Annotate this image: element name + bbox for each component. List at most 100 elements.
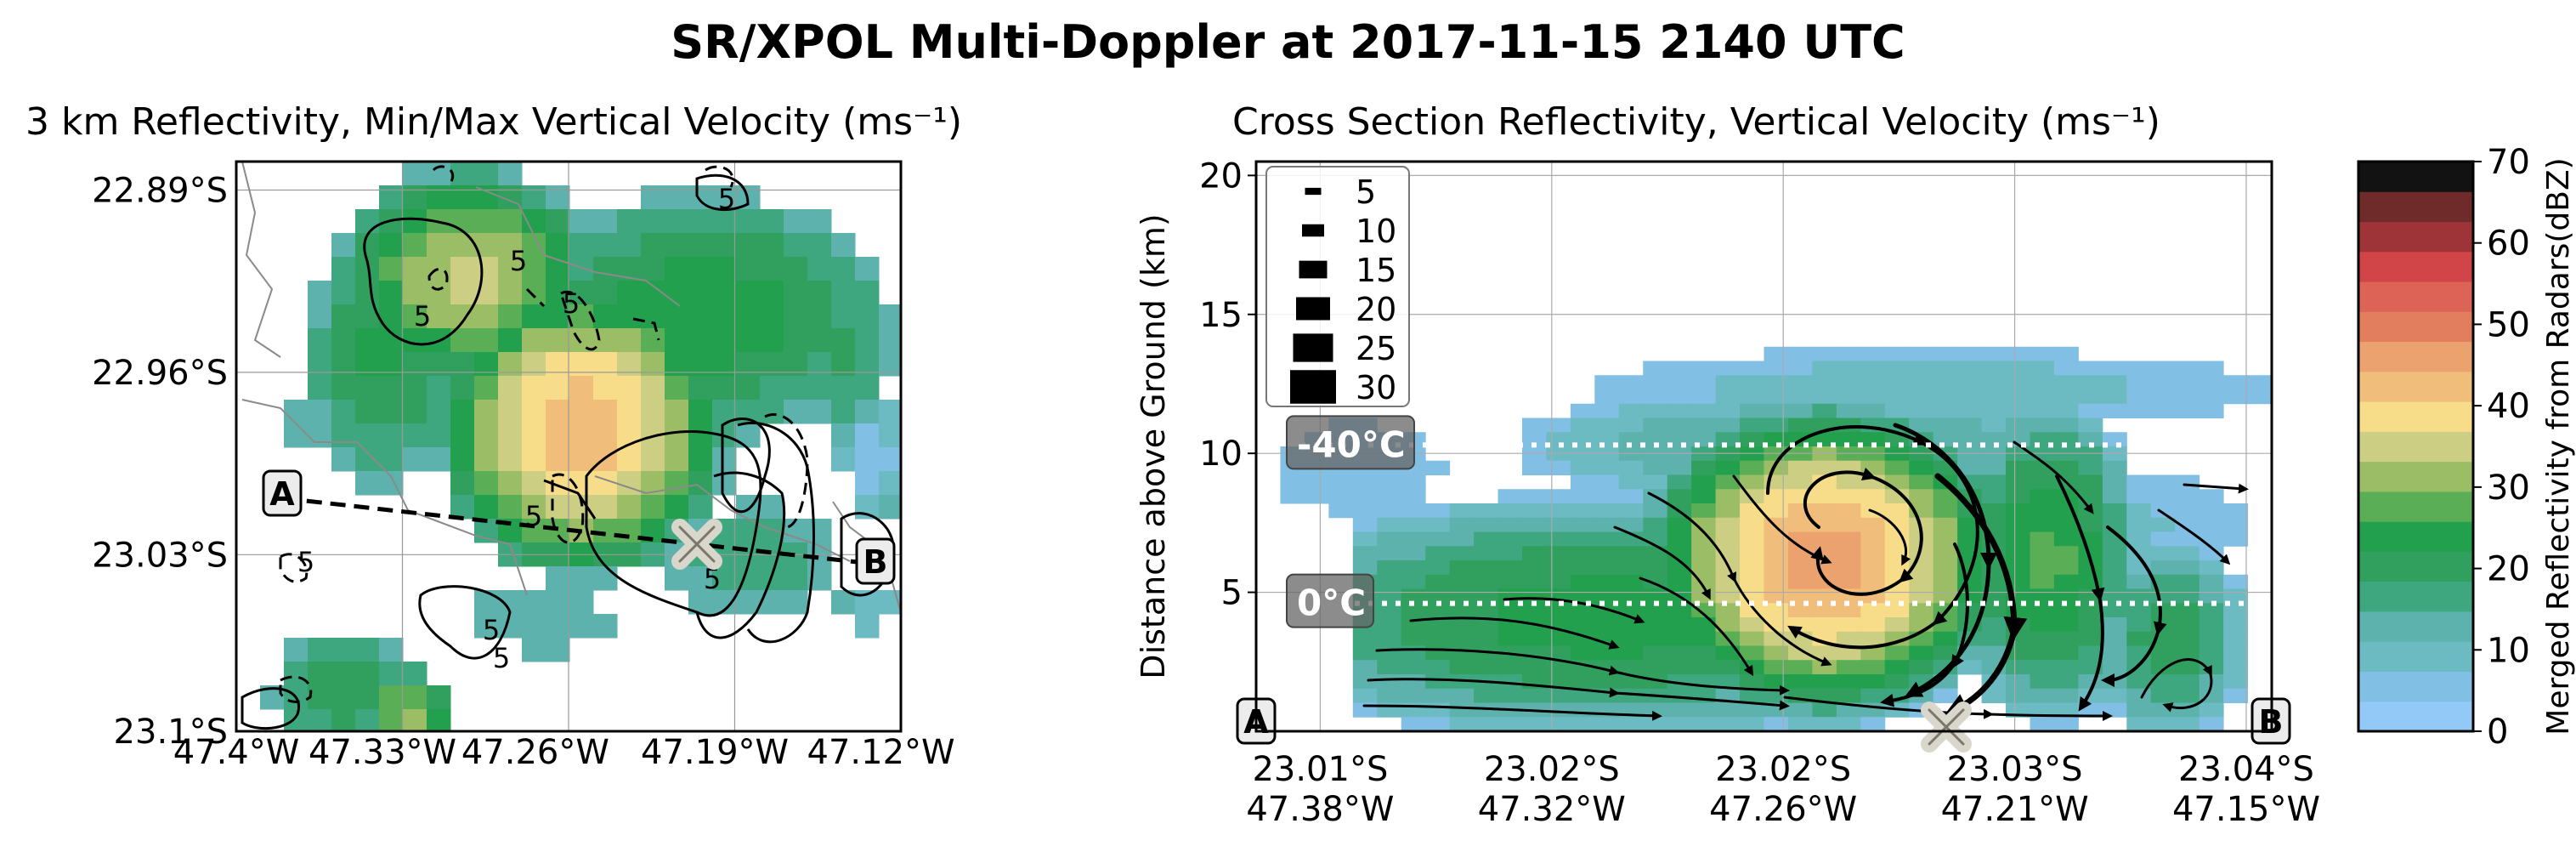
right-reflectivity-cell bbox=[1449, 617, 1475, 633]
right-reflectivity-cell bbox=[1497, 660, 1523, 675]
right-reflectivity-cell bbox=[1594, 574, 1620, 589]
right-reflectivity-cell bbox=[1570, 489, 1595, 504]
right-reflectivity-cell bbox=[1328, 474, 1354, 490]
left-reflectivity-cell bbox=[546, 400, 570, 424]
right-reflectivity-cell bbox=[2199, 645, 2224, 661]
right-reflectivity-cell bbox=[2126, 574, 2152, 589]
right-reflectivity-cell bbox=[1933, 403, 1958, 418]
right-reflectivity-cell bbox=[2078, 403, 2103, 418]
right-reflectivity-cell bbox=[1570, 546, 1595, 561]
right-reflectivity-cell bbox=[1618, 375, 1644, 390]
right-reflectivity-cell bbox=[1546, 674, 1571, 690]
right-reflectivity-cell bbox=[2175, 674, 2200, 690]
right-reflectivity-cell bbox=[1594, 531, 1620, 547]
colorbar-tick: 50 bbox=[2487, 305, 2530, 344]
right-reflectivity-cell bbox=[1521, 503, 1547, 519]
left-contour-label: 5 bbox=[704, 563, 721, 595]
left-reflectivity-cell bbox=[546, 328, 570, 353]
right-reflectivity-cell bbox=[1570, 674, 1595, 690]
right-reflectivity-cell bbox=[1764, 503, 1789, 519]
left-reflectivity-cell bbox=[331, 709, 356, 732]
left-reflectivity-cell bbox=[831, 233, 856, 258]
right-reflectivity-cell bbox=[1521, 432, 1547, 447]
left-reflectivity-cell bbox=[593, 400, 618, 424]
left-reflectivity-cell bbox=[403, 709, 427, 732]
left-reflectivity-cell bbox=[688, 566, 713, 591]
right-reflectivity-cell bbox=[1377, 517, 1402, 532]
left-reflectivity-cell bbox=[450, 209, 475, 234]
right-reflectivity-cell bbox=[1352, 546, 1378, 561]
right-reflectivity-cell bbox=[1401, 717, 1426, 732]
right-reflectivity-cell bbox=[1957, 403, 1983, 418]
left-reflectivity-cell bbox=[498, 400, 523, 424]
right-reflectivity-cell bbox=[1836, 574, 1861, 589]
right-reflectivity-cell bbox=[2126, 503, 2152, 519]
right-reflectivity-cell bbox=[1764, 531, 1789, 547]
right-reflectivity-cell bbox=[1570, 474, 1595, 490]
right-reflectivity-cell bbox=[1836, 645, 1861, 661]
right-reflectivity-cell bbox=[1304, 474, 1329, 490]
right-reflectivity-cell bbox=[1981, 631, 2007, 646]
right-reflectivity-cell bbox=[1860, 645, 1886, 661]
left-reflectivity-cell bbox=[569, 376, 594, 400]
right-reflectivity-cell bbox=[2006, 688, 2030, 703]
right-reflectivity-cell bbox=[2223, 631, 2249, 646]
streamline bbox=[1375, 648, 1790, 696]
left-reflectivity-cell bbox=[807, 257, 832, 281]
left-reflectivity-cell bbox=[665, 400, 689, 424]
left-reflectivity-cell bbox=[546, 209, 570, 234]
left-reflectivity-cell bbox=[807, 233, 832, 258]
right-reflectivity-cell bbox=[1787, 460, 1813, 475]
right-reflectivity-cell bbox=[1740, 517, 1764, 532]
right-reflectivity-cell bbox=[2126, 474, 2152, 490]
left-reflectivity-cell bbox=[474, 376, 499, 400]
right-reflectivity-cell bbox=[2150, 389, 2176, 405]
right-reflectivity-cell bbox=[1377, 617, 1402, 633]
left-reflectivity-cell bbox=[831, 304, 856, 329]
right-reflectivity-cell bbox=[1933, 688, 1958, 703]
right-reflectivity-cell bbox=[2126, 603, 2152, 618]
right-reflectivity-cell bbox=[1860, 403, 1886, 418]
right-reflectivity-cell bbox=[2102, 546, 2127, 561]
left-reflectivity-cell bbox=[784, 281, 808, 305]
right-reflectivity-cell bbox=[2030, 660, 2055, 675]
right-reflectivity-cell bbox=[1884, 346, 1910, 361]
right-reflectivity-cell bbox=[1449, 702, 1475, 718]
right-reflectivity-cell bbox=[1497, 574, 1523, 589]
colorbar-segment bbox=[2358, 611, 2473, 642]
right-reflectivity-cell bbox=[1836, 503, 1861, 519]
right-reflectivity-cell bbox=[1546, 460, 1571, 475]
left-reflectivity-cell bbox=[355, 638, 380, 662]
left-endpoint-b: B bbox=[855, 537, 896, 585]
right-reflectivity-cell bbox=[2150, 645, 2176, 661]
left-reflectivity-cell bbox=[331, 281, 356, 305]
left-reflectivity-cell bbox=[498, 257, 523, 281]
right-reflectivity-cell bbox=[2223, 517, 2249, 532]
right-reflectivity-cell bbox=[1691, 617, 1717, 633]
right-reflectivity-cell bbox=[2126, 617, 2152, 633]
left-reflectivity-cell bbox=[450, 400, 475, 424]
right-reflectivity-cell bbox=[1449, 660, 1475, 675]
left-reflectivity-cell bbox=[617, 471, 642, 496]
right-reflectivity-cell bbox=[1521, 603, 1547, 618]
left-reflectivity-cell bbox=[665, 185, 689, 210]
right-velocity-streamlines bbox=[1362, 423, 2249, 721]
right-reflectivity-cell bbox=[1764, 717, 1789, 732]
right-reflectivity-cell bbox=[1497, 631, 1523, 646]
right-reflectivity-cell bbox=[1377, 503, 1402, 519]
left-contour-label: 5 bbox=[414, 300, 431, 332]
left-reflectivity-cell bbox=[665, 281, 689, 305]
left-reflectivity-cell bbox=[665, 471, 689, 496]
right-reflectivity-cell bbox=[1981, 375, 2007, 390]
right-reflectivity-cell bbox=[2030, 417, 2055, 433]
right-reflectivity-cell bbox=[2150, 617, 2176, 633]
right-reflectivity-cell bbox=[1377, 489, 1402, 504]
right-reflectivity-cell bbox=[2175, 403, 2200, 418]
left-reflectivity-cell bbox=[641, 257, 665, 281]
right-reflectivity-cell bbox=[2102, 645, 2127, 661]
left-reflectivity-cell bbox=[569, 423, 594, 448]
right-reflectivity-cell bbox=[1836, 560, 1861, 576]
left-reflectivity-cell bbox=[379, 376, 404, 400]
right-reflectivity-cell bbox=[2199, 503, 2224, 519]
